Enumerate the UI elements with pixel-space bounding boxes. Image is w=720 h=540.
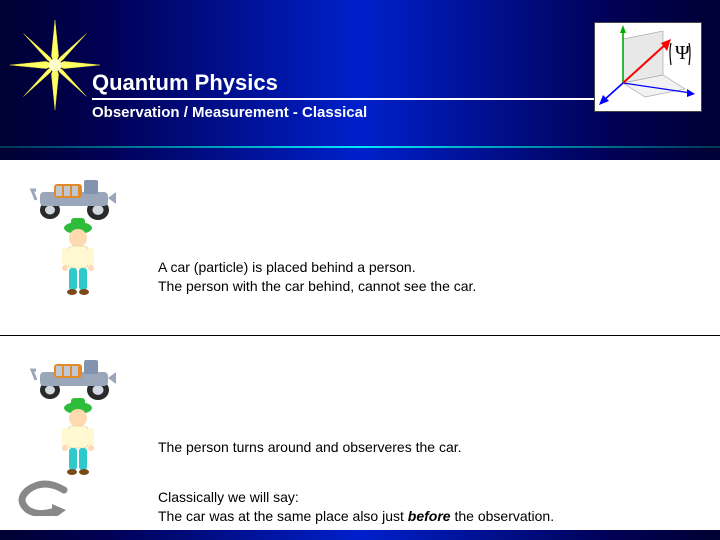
header-band: Quantum Physics Observation / Measuremen…: [0, 0, 720, 140]
svg-text:Ψ: Ψ: [675, 42, 690, 64]
section1-text: A car (particle) is placed behind a pers…: [158, 258, 476, 296]
page-subtitle: Observation / Measurement - Classical: [92, 104, 632, 121]
section2-text1: The person turns around and observeres t…: [158, 438, 462, 457]
axis-diagram: Ψ: [594, 22, 702, 112]
title-block: Quantum Physics Observation / Measuremen…: [92, 70, 632, 121]
person-illustration-1: [56, 218, 100, 301]
section2-text2: Classically we will say: The car was at …: [158, 488, 554, 526]
section2-line2b-italic: before: [408, 508, 451, 524]
header-divider-glow: [0, 146, 720, 148]
section2-line2b-pre: The car was at the same place also just: [158, 508, 408, 524]
section1-line2: The person with the car behind, cannot s…: [158, 277, 476, 296]
content-divider: [0, 335, 720, 336]
content-area: A car (particle) is placed behind a pers…: [0, 160, 720, 530]
section2-line2b-post: the observation.: [451, 508, 555, 524]
section1-line1: A car (particle) is placed behind a pers…: [158, 258, 476, 277]
page-title: Quantum Physics: [92, 70, 632, 96]
turn-arrow-icon: [14, 480, 74, 521]
person-illustration-2: [56, 398, 100, 481]
car-illustration-2: [30, 350, 120, 405]
title-underline: [92, 98, 632, 100]
car-illustration-1: [30, 170, 120, 225]
section2-line2b: The car was at the same place also just …: [158, 507, 554, 526]
section2-line2a: Classically we will say:: [158, 488, 554, 507]
section2-line1: The person turns around and observeres t…: [158, 438, 462, 457]
starburst-icon: [10, 20, 100, 110]
